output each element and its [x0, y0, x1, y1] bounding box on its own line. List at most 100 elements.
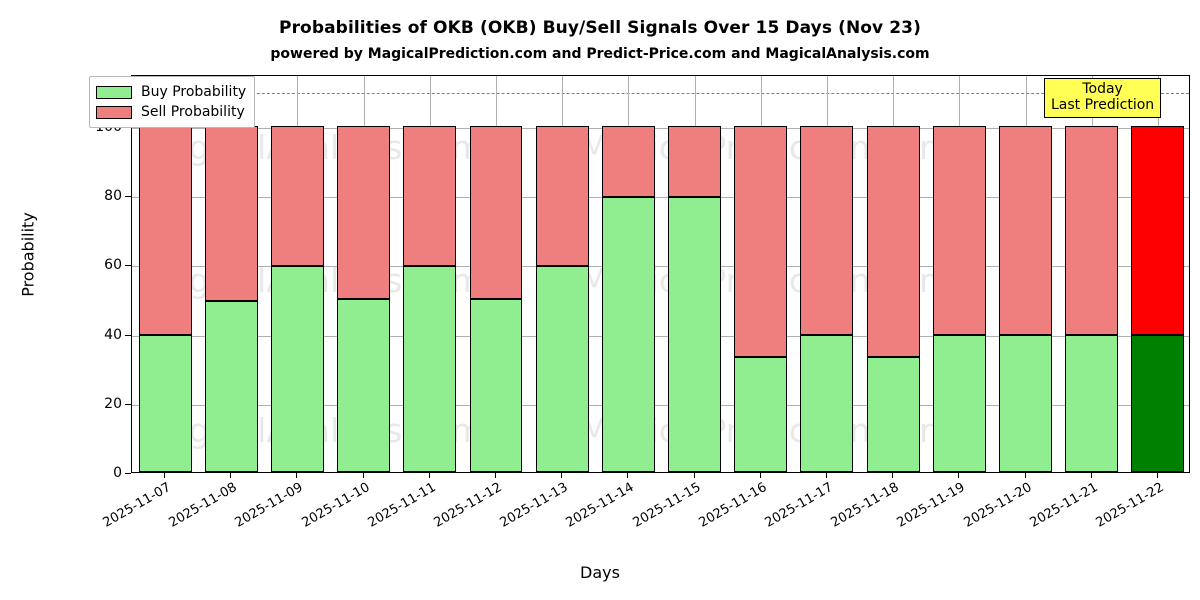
bar-segment-buy[interactable]: [1065, 334, 1119, 472]
x-tick-label-2025-11-07: 2025-11-07: [100, 480, 174, 531]
y-tick-label-0: 0: [113, 465, 122, 481]
y-tick-label-20: 20: [104, 395, 122, 412]
chart-legend: Buy Probability Sell Probability: [89, 76, 256, 128]
legend-label-buy: Buy Probability: [141, 84, 247, 100]
y-axis-label: Probability: [18, 212, 38, 297]
legend-swatch-buy: [96, 85, 132, 99]
bar-segment-sell[interactable]: [734, 125, 788, 358]
bar-segment-sell[interactable]: [668, 125, 722, 197]
x-tick-mark: [826, 473, 827, 478]
bar-segment-buy[interactable]: [734, 357, 788, 472]
y-tick-mark: [125, 403, 131, 405]
today-annotation-line2: Last Prediction: [1051, 97, 1155, 114]
bar-segment-buy[interactable]: [337, 298, 391, 472]
x-tick-mark: [561, 473, 562, 478]
x-tick-mark: [363, 473, 364, 478]
y-tick-mark: [125, 196, 131, 198]
x-tick-label-2025-11-09: 2025-11-09: [233, 480, 306, 531]
x-tick-label-2025-11-15: 2025-11-15: [630, 480, 704, 531]
x-axis-label: Days: [580, 563, 620, 582]
bar-group[interactable]: [1065, 76, 1119, 472]
today-annotation: Today Last Prediction: [1044, 78, 1162, 119]
bar-group[interactable]: [1131, 76, 1185, 472]
bar-segment-sell[interactable]: [1065, 125, 1119, 335]
x-tick-mark: [627, 473, 628, 478]
x-tick-label-2025-11-11: 2025-11-11: [365, 480, 439, 531]
x-tick-label-2025-11-16: 2025-11-16: [696, 480, 770, 531]
bar-segment-buy[interactable]: [866, 357, 920, 472]
bar-segment-buy[interactable]: [535, 265, 589, 472]
bar-segment-sell[interactable]: [1131, 125, 1185, 335]
x-tick-mark: [296, 473, 297, 478]
chart-subtitle: powered by MagicalPrediction.com and Pre…: [270, 46, 930, 62]
plot-area: MagicalAnalysis.comMagicalPrediction.com…: [131, 75, 1190, 473]
bar-segment-sell[interactable]: [204, 125, 258, 302]
y-tick-label-80: 80: [104, 188, 122, 205]
y-tick-mark: [125, 334, 131, 336]
bar-segment-buy[interactable]: [270, 265, 324, 472]
x-tick-label-2025-11-22: 2025-11-22: [1093, 480, 1167, 531]
x-tick-mark: [230, 473, 231, 478]
bar-group[interactable]: [734, 76, 788, 472]
bar-segment-sell[interactable]: [138, 125, 192, 335]
bar-group[interactable]: [866, 76, 920, 472]
gridline-y-60: [132, 266, 1189, 268]
gridline-y-100: [132, 127, 1189, 129]
bar-group[interactable]: [999, 76, 1052, 472]
bar-segment-buy[interactable]: [469, 298, 523, 472]
bar-segment-sell[interactable]: [270, 125, 324, 266]
x-tick-label-2025-11-18: 2025-11-18: [828, 480, 902, 531]
bar-group[interactable]: [601, 76, 655, 472]
bar-segment-sell[interactable]: [469, 125, 523, 299]
x-tick-label-2025-11-08: 2025-11-08: [166, 480, 240, 531]
bar-segment-sell[interactable]: [800, 125, 854, 335]
y-tick-label-60: 60: [104, 257, 122, 274]
x-tick-mark: [495, 473, 496, 478]
gridline-y-80: [132, 197, 1189, 199]
bar-group[interactable]: [270, 76, 324, 472]
y-tick-mark: [125, 265, 131, 267]
bar-segment-buy[interactable]: [668, 196, 722, 472]
bar-segment-buy[interactable]: [138, 334, 192, 472]
x-tick-label-2025-11-12: 2025-11-12: [431, 480, 505, 531]
bar-segment-sell[interactable]: [337, 125, 391, 299]
x-tick-label-2025-11-14: 2025-11-14: [563, 480, 637, 531]
bar-segment-buy[interactable]: [601, 196, 655, 472]
bar-segment-sell[interactable]: [403, 125, 457, 266]
bar-group[interactable]: [204, 76, 258, 472]
bar-segment-buy[interactable]: [403, 265, 457, 472]
bar-segment-sell[interactable]: [601, 125, 655, 197]
x-tick-mark: [1157, 473, 1158, 478]
bar-segment-sell[interactable]: [866, 125, 920, 358]
legend-swatch-sell: [96, 105, 132, 119]
bar-segment-buy[interactable]: [800, 334, 854, 472]
legend-item-sell: Sell Probability: [96, 102, 246, 122]
bar-segment-buy[interactable]: [999, 334, 1052, 472]
bar-segment-buy[interactable]: [932, 334, 986, 472]
bar-segment-sell[interactable]: [535, 125, 589, 266]
threshold-line: [132, 93, 1189, 95]
x-tick-label-2025-11-21: 2025-11-21: [1027, 480, 1101, 531]
bar-group[interactable]: [337, 76, 391, 472]
bar-segment-sell[interactable]: [932, 125, 986, 335]
bar-group[interactable]: [138, 76, 192, 472]
bar-group[interactable]: [932, 76, 986, 472]
bar-segment-buy[interactable]: [204, 301, 258, 472]
y-tick-label-40: 40: [104, 326, 122, 343]
gridline-y-40: [132, 335, 1189, 337]
bar-group[interactable]: [668, 76, 722, 472]
bar-segment-buy[interactable]: [1131, 334, 1185, 472]
bar-group[interactable]: [535, 76, 589, 472]
x-tick-label-2025-11-10: 2025-11-10: [299, 480, 373, 531]
chart-title: Probabilities of OKB (OKB) Buy/Sell Sign…: [279, 18, 921, 38]
x-tick-label-2025-11-20: 2025-11-20: [961, 480, 1035, 531]
bar-group[interactable]: [469, 76, 523, 472]
legend-item-buy: Buy Probability: [96, 82, 246, 102]
legend-label-sell: Sell Probability: [141, 104, 245, 120]
x-tick-label-2025-11-19: 2025-11-19: [894, 480, 968, 531]
bar-group[interactable]: [403, 76, 457, 472]
bar-segment-sell[interactable]: [999, 125, 1052, 335]
bar-group[interactable]: [800, 76, 854, 472]
x-tick-mark: [164, 473, 165, 478]
